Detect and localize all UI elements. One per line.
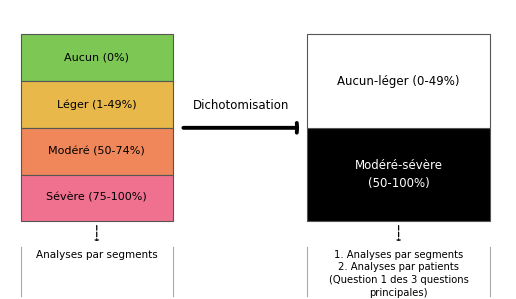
Text: Sévère (75-100%): Sévère (75-100%) [46, 193, 147, 203]
Bar [307, 128, 490, 221]
Text: Modéré (50-74%): Modéré (50-74%) [49, 146, 145, 156]
Bar [21, 81, 173, 128]
Text: Aucun-léger (0-49%): Aucun-léger (0-49%) [337, 75, 460, 88]
Bar [21, 175, 173, 221]
Bar [21, 128, 173, 175]
Text: Aucun (0%): Aucun (0%) [64, 53, 129, 63]
Text: Modéré-sévère
(50-100%): Modéré-sévère (50-100%) [354, 159, 443, 190]
Text: Analyses par segments: Analyses par segments [36, 250, 157, 260]
Bar [21, 34, 173, 81]
Text: Léger (1-49%): Léger (1-49%) [57, 99, 137, 110]
Text: 1. Analyses par segments
2. Analyses par patients
(Question 1 des 3 questions
pr: 1. Analyses par segments 2. Analyses par… [329, 250, 469, 298]
Bar [307, 34, 490, 128]
Text: Dichotomisation: Dichotomisation [193, 99, 289, 112]
